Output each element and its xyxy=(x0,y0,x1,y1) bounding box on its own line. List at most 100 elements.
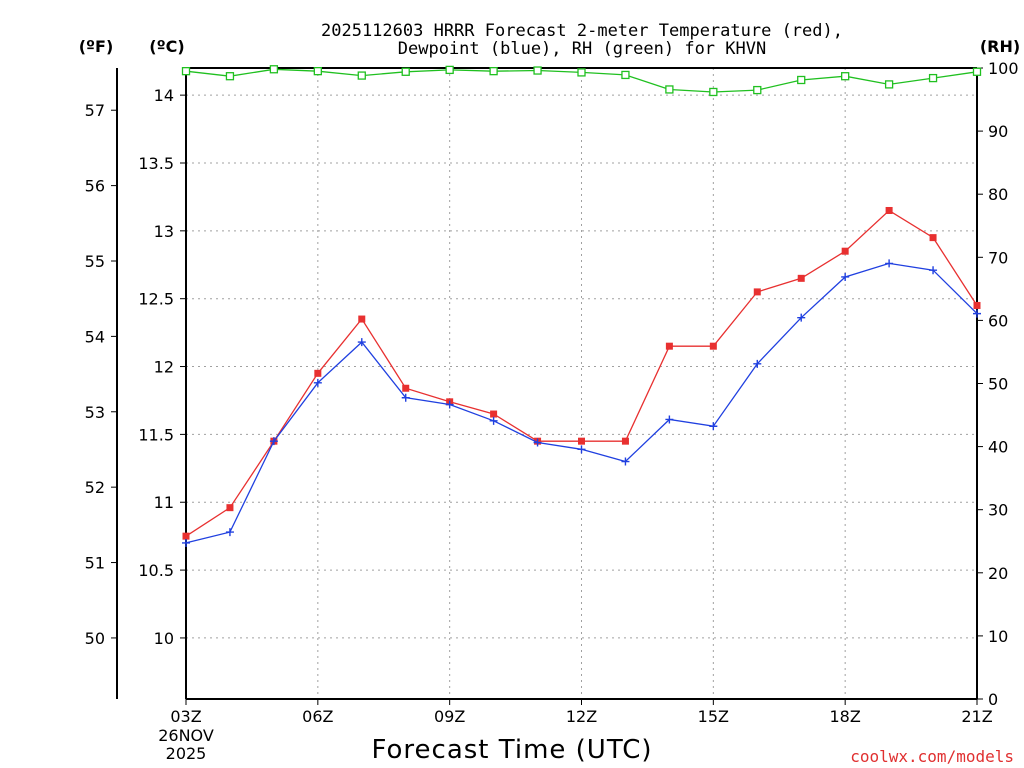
temperature-point xyxy=(226,504,234,512)
axes xyxy=(111,67,983,705)
dewpoint-point xyxy=(753,359,762,368)
fahrenheit-tick-label: 52 xyxy=(85,478,105,497)
dewpoint-point xyxy=(313,378,322,387)
dewpoint-point xyxy=(182,538,190,547)
x-tick-label: 03Z xyxy=(170,707,201,726)
rh-point xyxy=(225,72,235,81)
fahrenheit-tick-label: 51 xyxy=(85,554,105,573)
temperature-point xyxy=(841,247,849,255)
temperature-point xyxy=(182,532,190,540)
rh-unit-label: (RH) xyxy=(980,37,1020,56)
rh-point xyxy=(445,65,454,75)
celsius-tick-label: 12.5 xyxy=(138,290,174,309)
temperature-point xyxy=(973,301,981,309)
celsius-tick-label: 11.5 xyxy=(138,425,174,444)
x-tick-label: 06Z xyxy=(302,707,333,726)
dewpoint-point xyxy=(621,457,630,466)
fahrenheit-tick-label: 53 xyxy=(85,403,105,422)
rh-point xyxy=(621,70,630,80)
gridlines xyxy=(186,68,977,699)
rh-point xyxy=(928,73,938,83)
chart-title-line2: Dewpoint (blue), RH (green) for KHVN xyxy=(398,39,766,59)
temperature-point xyxy=(358,315,366,323)
dewpoint-point xyxy=(665,415,674,424)
rh-point xyxy=(357,71,366,80)
dewpoint-point xyxy=(269,437,278,446)
rh-point xyxy=(709,87,718,97)
temperature-line xyxy=(185,209,978,537)
temperature-point xyxy=(885,206,893,214)
dewpoint-point xyxy=(533,438,542,447)
chart-title-line1: 2025112603 HRRR Forecast 2-meter Tempera… xyxy=(321,21,843,41)
rh-tick-label: 70 xyxy=(988,248,1008,267)
dewpoint-point xyxy=(841,272,850,281)
temperature-point xyxy=(621,437,629,445)
dewpoint-point xyxy=(357,338,366,347)
rh-tick-label: 90 xyxy=(988,122,1008,141)
date-label-year: 2025 xyxy=(166,744,207,763)
x-tick-label: 12Z xyxy=(566,707,597,726)
temperature-point xyxy=(753,288,761,296)
dewpoint-point xyxy=(489,416,498,425)
x-tick-label: 09Z xyxy=(434,707,465,726)
x-tick-label: 21Z xyxy=(961,707,992,726)
rh-point xyxy=(181,67,191,76)
dewpoint-point xyxy=(401,393,410,402)
celsius-tick-label: 11 xyxy=(154,493,174,512)
temperature-point xyxy=(709,342,717,350)
rh-tick-label: 50 xyxy=(988,375,1008,394)
tick-labels: 03Z 06Z 09Z 12Z 15Z 18Z 21Z 10 10.5 11 11.5 12 12.5 1… xyxy=(85,59,1019,726)
rh-tick-label: 10 xyxy=(988,627,1008,646)
x-tick-label: 18Z xyxy=(830,707,861,726)
rh-point xyxy=(401,67,410,76)
x-tick-label: 15Z xyxy=(698,707,729,726)
fahrenheit-tick-label: 54 xyxy=(85,327,105,346)
rh-tick-label: 0 xyxy=(988,690,998,709)
rh-point xyxy=(884,80,894,89)
rh-tick-label: 40 xyxy=(988,438,1008,457)
credit-text: coolwx.com/models xyxy=(850,747,1014,766)
temperature-point xyxy=(665,342,673,350)
celsius-tick-label: 12 xyxy=(154,358,174,377)
fahrenheit-unit-label: (ºF) xyxy=(79,37,114,56)
plot-series xyxy=(181,65,982,547)
temperature-point xyxy=(578,437,585,445)
dewpoint-point xyxy=(577,445,586,454)
celsius-tick-label: 13.5 xyxy=(138,154,174,173)
rh-point xyxy=(841,72,850,81)
rh-point xyxy=(797,75,806,85)
dewpoint-point xyxy=(225,528,234,537)
dewpoint-point xyxy=(929,266,938,275)
temperature-point xyxy=(314,369,322,377)
celsius-tick-label: 10.5 xyxy=(138,561,174,580)
rh-point xyxy=(269,65,279,74)
rh-tick-label: 30 xyxy=(988,501,1008,520)
celsius-tick-label: 14 xyxy=(154,86,174,105)
temperature-point xyxy=(490,410,498,418)
x-axis-label: Forecast Time (UTC) xyxy=(371,735,652,765)
rh-point xyxy=(753,85,762,95)
fahrenheit-tick-label: 57 xyxy=(85,101,105,120)
dewpoint-point xyxy=(797,313,806,322)
fahrenheit-tick-label: 50 xyxy=(85,629,105,648)
rh-point xyxy=(489,67,498,76)
temperature-point xyxy=(402,384,410,392)
rh-point xyxy=(577,68,586,77)
temperature-point xyxy=(929,234,937,242)
rh-tick-label: 100 xyxy=(988,59,1019,78)
rh-tick-label: 60 xyxy=(988,311,1008,330)
rh-tick-label: 80 xyxy=(988,185,1008,204)
dewpoint-point xyxy=(885,259,894,268)
dewpoint-point xyxy=(445,400,454,409)
celsius-tick-label: 13 xyxy=(154,222,174,241)
temperature-point xyxy=(797,274,805,282)
rh-tick-label: 20 xyxy=(988,564,1008,583)
celsius-unit-label: (ºC) xyxy=(149,37,184,56)
dewpoint-point xyxy=(973,309,981,318)
dewpoint-point xyxy=(709,422,718,431)
fahrenheit-tick-label: 56 xyxy=(85,177,105,196)
rh-point xyxy=(972,67,982,76)
rh-point xyxy=(533,66,542,75)
celsius-tick-label: 10 xyxy=(154,629,174,648)
